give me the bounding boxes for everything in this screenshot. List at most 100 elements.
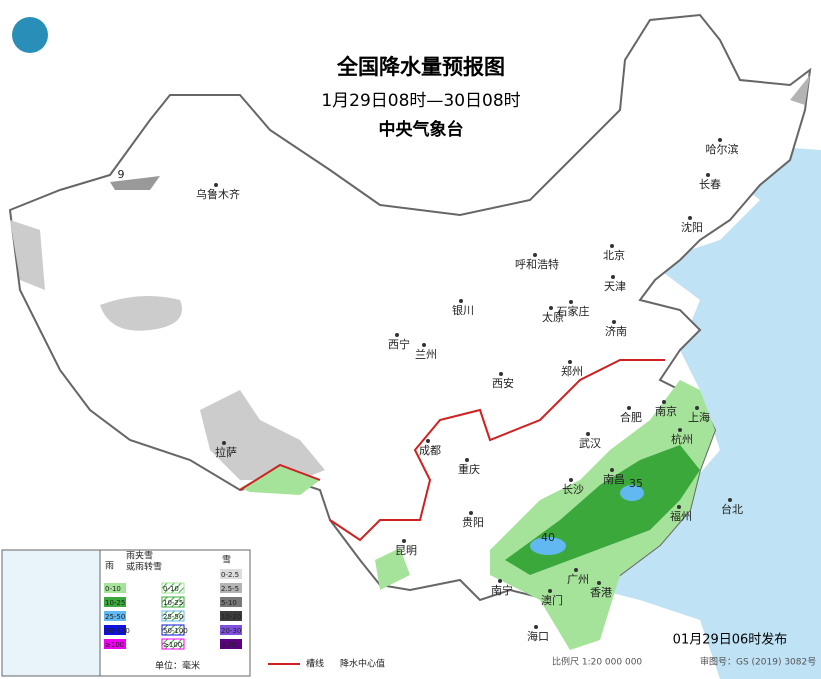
legend-label: 25-50 xyxy=(105,613,125,621)
city-label: 合肥 xyxy=(620,410,642,424)
scale: 比例尺 1:20 000 000 xyxy=(552,656,642,668)
city-dot xyxy=(568,360,572,364)
city-dot xyxy=(574,568,578,572)
city-label: 南昌 xyxy=(603,473,625,486)
city-dot xyxy=(498,579,502,583)
city-dot xyxy=(612,320,616,324)
city-label: 乌鲁木齐 xyxy=(196,187,240,201)
legend-label: 25-50 xyxy=(163,613,183,621)
city-label: 西宁 xyxy=(388,337,410,351)
city-label: 长春 xyxy=(699,178,721,191)
city-dot xyxy=(459,299,463,303)
legend-swatch xyxy=(104,611,126,621)
legend-label: ≥100 xyxy=(105,641,124,649)
legend-swatch xyxy=(104,639,126,649)
legend-trough-label: 槽线 xyxy=(306,658,324,670)
title: 全国降水量预报图 xyxy=(336,55,505,79)
legend-label: ≥30 xyxy=(221,641,236,649)
legend-swatch xyxy=(104,597,126,607)
legend-swatch xyxy=(161,610,185,622)
city-label: 南京 xyxy=(655,404,677,418)
city-dot xyxy=(610,468,614,472)
city-dot xyxy=(426,439,430,443)
legend-swatch xyxy=(220,611,242,621)
city-label: 沈阳 xyxy=(681,220,703,234)
logo xyxy=(12,17,48,53)
legend-label: 50-100 xyxy=(105,627,130,635)
legend-label: 5-10 xyxy=(221,599,237,607)
city-dot xyxy=(678,428,682,432)
city-dot xyxy=(402,539,406,543)
legend-swatch xyxy=(220,625,242,635)
legend-label: 10-25 xyxy=(105,599,125,607)
city-label: 台北 xyxy=(721,502,743,516)
snow-area xyxy=(200,390,325,480)
sea xyxy=(540,140,821,679)
rain-center: 35 xyxy=(629,477,643,490)
city-dot xyxy=(677,505,681,509)
legend-label: ≥100 xyxy=(163,641,182,649)
legend-swatch xyxy=(220,597,242,607)
rain-area xyxy=(620,485,644,501)
city-dot xyxy=(549,306,553,310)
city-dot xyxy=(534,625,538,629)
rain-center: 40 xyxy=(541,531,555,544)
city-label: 石家庄 xyxy=(557,304,590,318)
city-label: 成都 xyxy=(419,444,441,457)
legend-title: 雪 xyxy=(222,555,231,566)
city-label: 杭州 xyxy=(671,432,693,446)
city-dot xyxy=(597,581,601,585)
rain-center: 9 xyxy=(118,168,125,181)
legend-swatch xyxy=(220,583,242,593)
city-dot xyxy=(627,406,631,410)
legend-center-label: 降水中心值 xyxy=(340,658,385,670)
agency: 中央气象台 xyxy=(379,119,464,140)
legend-label: 2.5-5 xyxy=(221,585,239,593)
city-label: 重庆 xyxy=(458,462,480,476)
city-dot xyxy=(222,441,226,445)
rain-area xyxy=(530,537,566,555)
city-label: 哈尔滨 xyxy=(706,142,739,156)
city-label: 天津 xyxy=(604,280,626,293)
trough-line xyxy=(239,463,321,491)
issued: 01月29日06时发布 xyxy=(673,632,788,648)
city-label: 武汉 xyxy=(579,437,601,450)
city-dot xyxy=(395,333,399,337)
city-dot xyxy=(533,253,537,257)
city-label: 海口 xyxy=(527,629,549,643)
legend-label: 0-10 xyxy=(105,585,121,593)
legend-title: 雨 xyxy=(105,561,114,572)
snow-area xyxy=(10,220,45,290)
legend-swatch xyxy=(161,582,185,594)
city-label: 兰州 xyxy=(415,348,437,361)
city-label: 澳门 xyxy=(541,593,563,607)
legend-swatch xyxy=(161,596,185,608)
legend-title: 雨夹雪 xyxy=(126,550,153,562)
rain-area xyxy=(375,548,410,590)
subtitle: 1月29日08时—30日08时 xyxy=(321,91,520,111)
snow-area xyxy=(790,75,810,105)
south-sea-inset xyxy=(1,549,101,677)
city-label: 西安 xyxy=(492,376,514,390)
city-dot xyxy=(469,511,473,515)
snow-area xyxy=(110,176,160,190)
city-label: 太原 xyxy=(542,311,564,324)
city-dot xyxy=(548,589,552,593)
legend-label: 50-100 xyxy=(163,627,188,635)
legend-label: 10-20 xyxy=(221,613,241,621)
city-label: 北京 xyxy=(603,248,625,262)
city-dot xyxy=(695,406,699,410)
city-label: 长沙 xyxy=(562,483,584,496)
legend-swatch xyxy=(220,569,242,579)
city-label: 拉萨 xyxy=(215,445,237,459)
legend-swatch xyxy=(161,638,185,650)
city-dot xyxy=(718,138,722,142)
city-dot xyxy=(586,432,590,436)
city-label: 贵阳 xyxy=(462,516,484,529)
legend-unit: 单位：毫米 xyxy=(155,660,200,672)
legend-label: 0-10 xyxy=(163,585,179,593)
city-dot xyxy=(611,275,615,279)
city-dot xyxy=(422,343,426,347)
snow-area xyxy=(100,296,182,331)
